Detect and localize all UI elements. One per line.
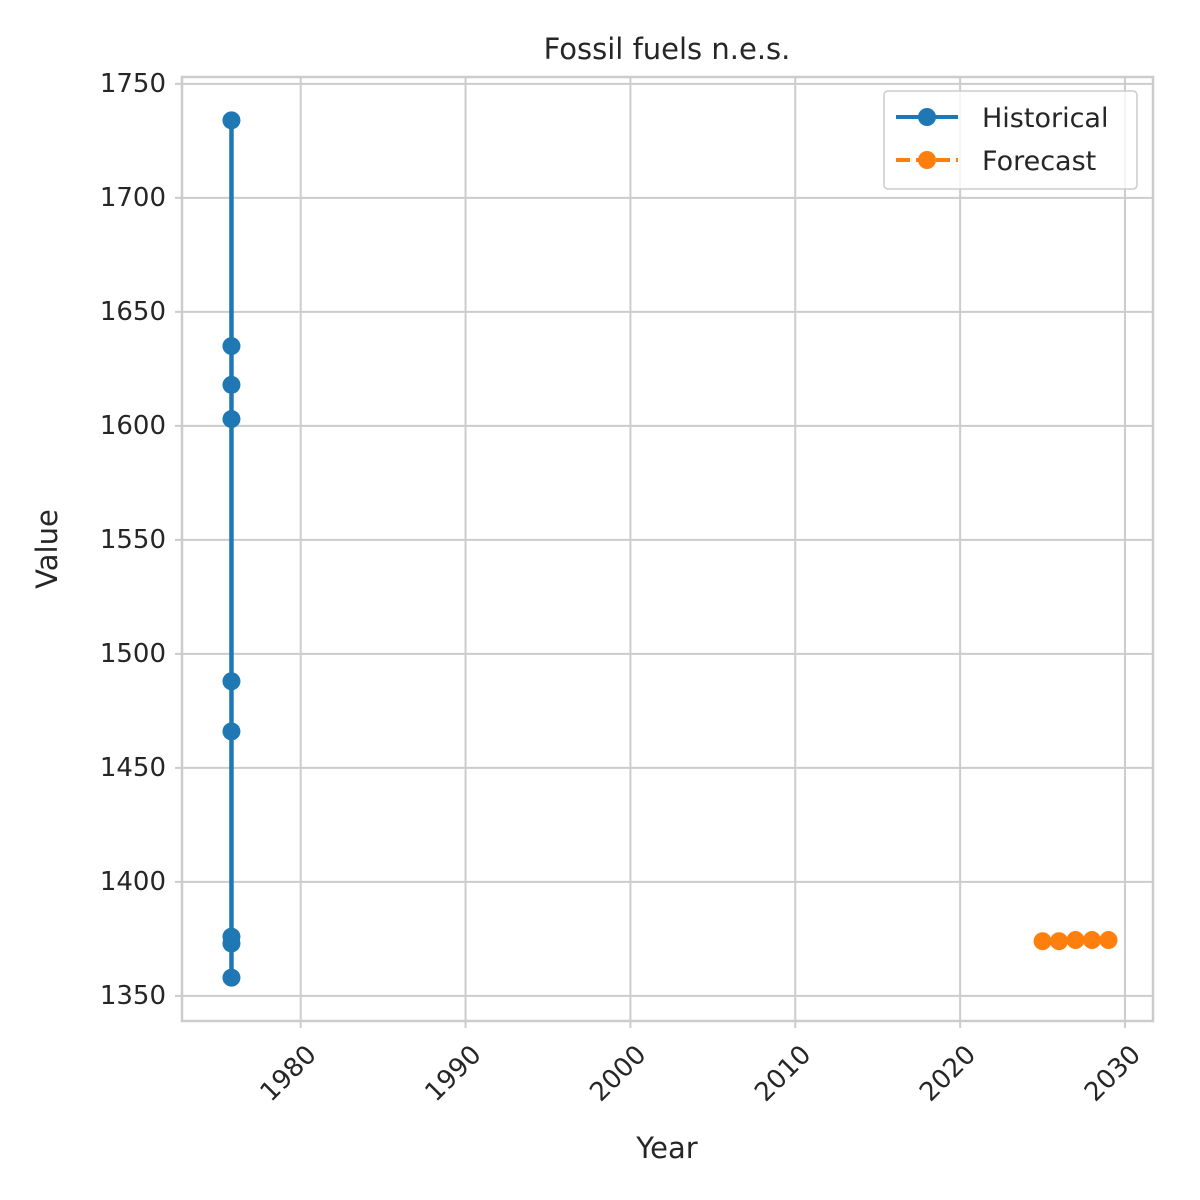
x-tick-label: 2020 — [914, 1040, 982, 1108]
legend-marker-forecast — [918, 151, 936, 169]
legend: Historical Forecast — [883, 90, 1138, 190]
y-tick-label: 1700 — [100, 183, 166, 213]
data-point-historical — [222, 375, 241, 394]
data-point-forecast — [1099, 931, 1118, 950]
data-point-historical — [222, 722, 241, 741]
y-tick-label: 1450 — [100, 753, 166, 783]
data-point-forecast — [1033, 932, 1052, 951]
series-group — [222, 111, 1118, 987]
x-tick-label: 1990 — [420, 1040, 488, 1108]
y-tick-label: 1600 — [100, 411, 166, 441]
x-tick-label: 2010 — [749, 1040, 817, 1108]
data-point-historical — [222, 968, 241, 987]
y-tick-label: 1500 — [100, 639, 166, 669]
data-point-historical — [222, 337, 241, 356]
y-tick-label: 1350 — [100, 981, 166, 1011]
data-point-forecast — [1066, 931, 1085, 950]
axis-ticks: 1980 1990 2000 2010 2020 2030 1350 1400 1450 1500… — [100, 69, 1147, 1108]
x-tick-label: 1980 — [255, 1040, 323, 1108]
x-tick-label: 2030 — [1079, 1040, 1147, 1108]
plot-frame — [180, 75, 1155, 1023]
data-point-forecast — [1083, 931, 1102, 950]
data-point-forecast — [1050, 932, 1069, 951]
y-tick-label: 1650 — [100, 297, 166, 327]
x-axis-label: Year — [635, 1131, 697, 1165]
legend-label-forecast: Forecast — [982, 146, 1096, 177]
y-tick-label: 1550 — [100, 525, 166, 555]
y-tick-label: 1400 — [100, 867, 166, 897]
data-point-historical — [222, 111, 241, 130]
data-point-historical — [222, 410, 241, 429]
grid-lines — [182, 77, 1153, 1021]
y-axis-label: Value — [30, 509, 64, 589]
x-tick-label: 2000 — [584, 1040, 652, 1108]
legend-label-historical: Historical — [982, 103, 1108, 134]
data-point-historical — [222, 672, 241, 691]
legend-marker-historical — [918, 108, 936, 126]
y-tick-label: 1750 — [100, 69, 166, 99]
data-point-historical — [222, 934, 241, 953]
chart-title: Fossil fuels n.e.s. — [544, 32, 791, 66]
